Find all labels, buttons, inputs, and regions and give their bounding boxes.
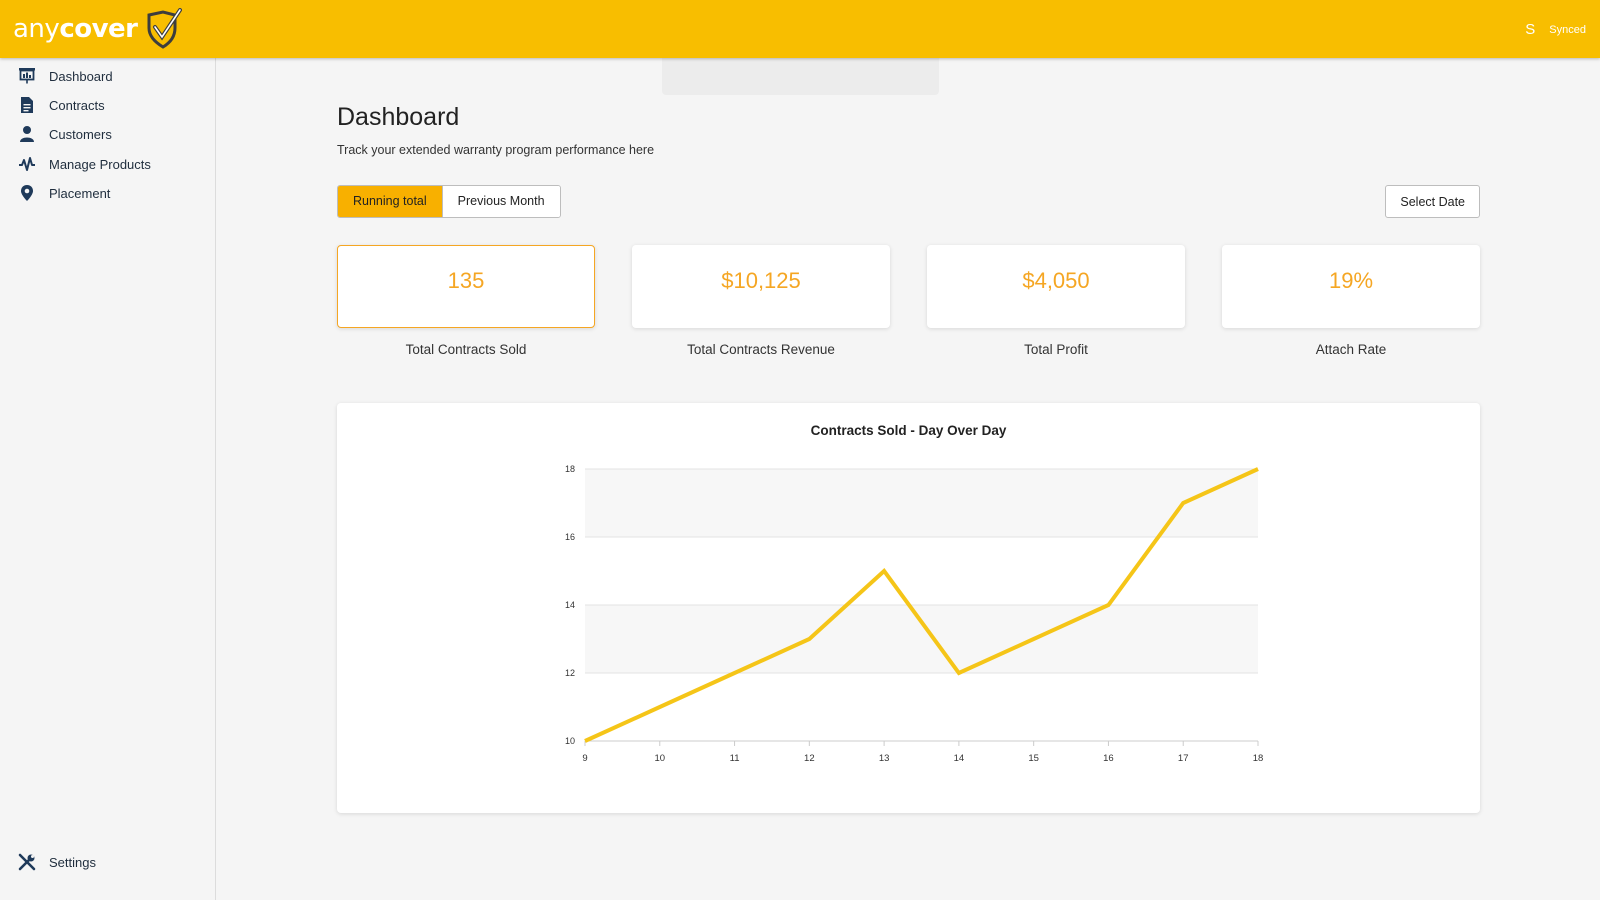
stat-label: Total Contracts Sold — [405, 342, 527, 357]
stat-card[interactable]: 19% — [1222, 245, 1480, 328]
x-tick-label: 10 — [654, 753, 665, 764]
select-date-button[interactable]: Select Date — [1385, 185, 1480, 218]
stats-row: 135 Total Contracts Sold $10,125 Total C… — [337, 245, 1480, 357]
pulse-icon — [19, 157, 35, 171]
x-tick-label: 15 — [1028, 753, 1039, 764]
stat-label: Attach Rate — [1315, 342, 1387, 357]
user-avatar[interactable]: S — [1525, 21, 1536, 38]
stat-total-contracts-revenue: $10,125 Total Contracts Revenue — [632, 245, 890, 357]
running-total-button[interactable]: Running total — [338, 186, 442, 217]
stat-value: $10,125 — [721, 267, 801, 293]
tools-icon — [18, 853, 36, 871]
main-content: Dashboard Track your extended warranty p… — [337, 0, 1480, 900]
sidebar-item-label: Customers — [49, 126, 112, 142]
stat-label: Total Profit — [1024, 342, 1088, 357]
person-icon — [20, 126, 34, 142]
top-bar: anycover S Synced — [0, 0, 1600, 58]
stat-total-profit: $4,050 Total Profit — [927, 245, 1185, 357]
sidebar-item-placement[interactable]: Placement — [18, 183, 110, 203]
sidebar-item-customers[interactable]: Customers — [18, 124, 112, 144]
stat-value: 19% — [1328, 267, 1374, 293]
y-tick-label: 10 — [565, 736, 575, 746]
y-tick-label: 18 — [565, 464, 575, 474]
stat-card[interactable]: $10,125 — [632, 245, 890, 328]
x-tick-label: 18 — [1253, 753, 1264, 764]
x-tick-label: 9 — [582, 753, 587, 764]
presentation-chart-icon — [19, 68, 35, 84]
stat-value: $4,050 — [1022, 267, 1090, 293]
sidebar: Dashboard Contracts Customers Manage Pro… — [0, 58, 216, 900]
sidebar-item-label: Settings — [49, 854, 96, 870]
stat-card[interactable]: 135 — [337, 245, 595, 328]
chart-card: Contracts Sold - Day Over Day 10 12 14 16 18… — [337, 403, 1480, 813]
document-icon — [21, 97, 33, 113]
y-tick-label: 14 — [565, 600, 575, 610]
y-tick-label: 16 — [565, 532, 575, 542]
logo-cover-text: cover — [59, 14, 138, 44]
y-tick-label: 12 — [565, 668, 575, 678]
x-tick-label: 17 — [1178, 753, 1189, 764]
x-tick-label: 11 — [730, 753, 740, 764]
anycover-logo[interactable]: anycover — [13, 8, 182, 50]
top-right-status: S Synced — [1525, 21, 1586, 38]
sidebar-item-label: Contracts — [49, 97, 105, 113]
x-tick-label: 16 — [1103, 753, 1114, 764]
stat-card[interactable]: $4,050 — [927, 245, 1185, 328]
logo-any-text: any — [13, 14, 60, 44]
x-tick-label: 13 — [879, 753, 890, 764]
series-line — [584, 467, 1259, 743]
sidebar-item-settings[interactable]: Settings — [18, 852, 96, 872]
stat-total-contracts-sold: 135 Total Contracts Sold — [337, 245, 595, 357]
sidebar-item-label: Dashboard — [49, 68, 113, 84]
sidebar-item-dashboard[interactable]: Dashboard — [18, 66, 113, 86]
page-title: Dashboard — [337, 103, 460, 131]
grid-band — [585, 469, 1258, 537]
page-subtitle: Track your extended warranty program per… — [337, 143, 655, 157]
stat-value: 135 — [447, 267, 485, 293]
x-tick-label: 12 — [804, 753, 815, 764]
stat-attach-rate: 19% Attach Rate — [1222, 245, 1480, 357]
logo-text: anycover — [13, 14, 138, 44]
sidebar-item-manage-products[interactable]: Manage Products — [18, 154, 151, 174]
line-chart: 10 12 14 16 18 9 10 11 12 13 14 15 16 17 18 — [565, 464, 1264, 764]
period-toggle: Running total Previous Month — [337, 185, 561, 218]
sidebar-item-label: Manage Products — [49, 156, 151, 172]
stat-label: Total Contracts Revenue — [687, 342, 835, 357]
sidebar-item-contracts[interactable]: Contracts — [18, 95, 105, 115]
previous-month-button[interactable]: Previous Month — [441, 186, 560, 217]
map-pin-icon — [21, 185, 33, 201]
chart-title: Contracts Sold - Day Over Day — [810, 423, 1007, 438]
sidebar-item-label: Placement — [49, 185, 111, 201]
x-tick-label: 14 — [954, 753, 965, 764]
sync-status: Synced — [1549, 23, 1586, 36]
grid-band — [585, 605, 1258, 673]
shield-check-icon — [147, 8, 182, 49]
